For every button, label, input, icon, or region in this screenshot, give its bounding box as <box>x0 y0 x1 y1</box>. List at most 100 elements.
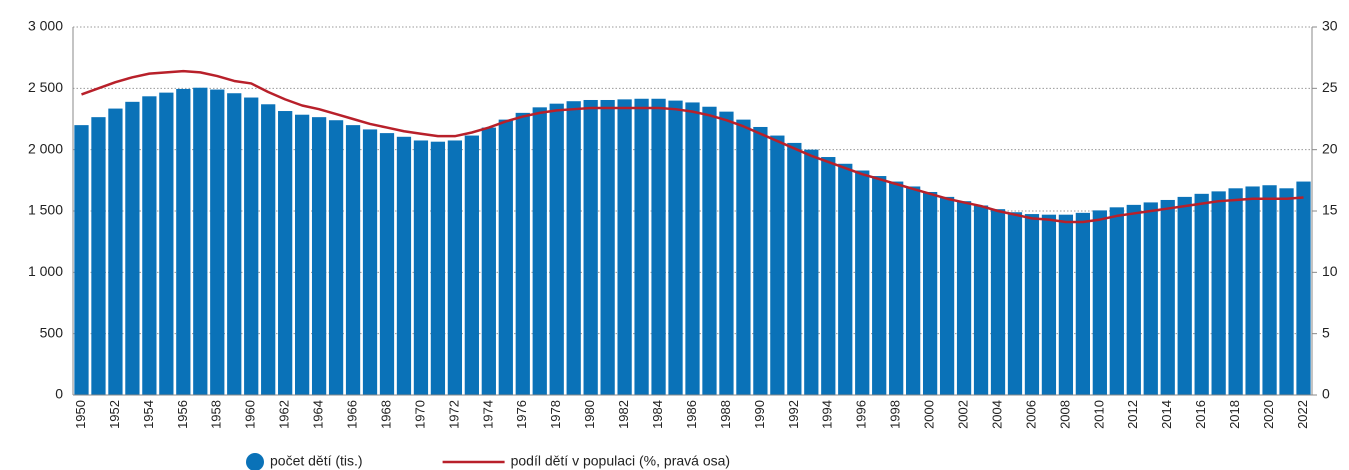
bar <box>193 87 208 395</box>
x-tick-label: 1988 <box>718 400 733 429</box>
y-tick-label: 2 000 <box>28 140 63 156</box>
bar <box>430 141 446 395</box>
bar <box>956 201 972 395</box>
bar <box>532 107 547 395</box>
bar <box>396 136 412 395</box>
x-tick-label: 1968 <box>378 400 393 429</box>
bar <box>125 101 140 396</box>
y-tick-label: 1 000 <box>28 263 63 279</box>
bar <box>261 104 276 395</box>
x-tick-label: 2020 <box>1261 400 1276 429</box>
x-tick-label: 2008 <box>1057 400 1072 429</box>
bar <box>1262 185 1277 395</box>
bar <box>566 101 581 396</box>
x-tick-label: 1964 <box>311 400 326 429</box>
bar <box>1109 207 1124 395</box>
x-tick-label: 1956 <box>175 400 190 429</box>
x-tick-label: 1982 <box>616 400 631 429</box>
bar <box>1228 188 1243 395</box>
x-tick-label: 1994 <box>820 400 835 429</box>
bar <box>1211 191 1226 395</box>
y2-tick-label: 15 <box>1322 202 1338 218</box>
bar <box>583 99 598 395</box>
bar <box>634 98 649 395</box>
bar <box>1177 196 1192 395</box>
bar <box>447 140 463 395</box>
bar <box>600 99 615 395</box>
bar <box>1007 212 1023 395</box>
x-tick-label: 1990 <box>752 400 767 429</box>
x-tick-label: 1960 <box>243 400 258 429</box>
y2-tick-label: 10 <box>1322 263 1338 279</box>
x-tick-label: 2004 <box>989 400 1004 429</box>
legend-label: počet dětí (tis.) <box>270 453 363 469</box>
y-tick-label: 1 500 <box>28 202 63 218</box>
bar <box>821 157 836 395</box>
bar <box>1160 199 1175 395</box>
legend-label: podíl dětí v populaci (%, pravá osa) <box>511 453 730 469</box>
bar <box>244 97 259 396</box>
bar <box>159 92 174 396</box>
bar <box>91 117 106 395</box>
bar <box>939 196 955 395</box>
bar <box>651 98 666 395</box>
x-tick-label: 1950 <box>73 400 88 429</box>
x-tick-label: 1998 <box>888 400 903 429</box>
bar <box>498 119 513 395</box>
bar <box>1041 214 1057 395</box>
bar <box>328 120 344 395</box>
x-tick-label: 1958 <box>209 400 224 429</box>
x-tick-label: 2006 <box>1023 400 1038 429</box>
bar <box>685 102 700 395</box>
line <box>81 69 1304 224</box>
bar <box>1126 204 1141 395</box>
bar <box>481 127 496 395</box>
y-tick-label: 0 <box>55 386 63 402</box>
x-tick-label: 2014 <box>1159 400 1174 429</box>
x-tick-label: 1976 <box>514 400 529 429</box>
x-tick-label: 1992 <box>786 400 801 429</box>
bar <box>872 176 887 395</box>
bar <box>295 114 310 395</box>
y2-tick-label: 25 <box>1322 79 1338 95</box>
x-tick-label: 1966 <box>344 400 359 429</box>
bar <box>736 119 751 395</box>
bar <box>1279 188 1294 395</box>
bar <box>345 125 361 395</box>
bar <box>1075 212 1090 395</box>
bar <box>617 99 632 395</box>
bar <box>1024 214 1040 395</box>
bar <box>973 205 989 395</box>
bar <box>413 140 429 395</box>
bar <box>311 117 327 395</box>
x-tick-label: 1954 <box>141 400 156 429</box>
x-tick-label: 1952 <box>107 400 122 429</box>
bar <box>210 89 225 395</box>
x-tick-label: 2016 <box>1193 400 1208 429</box>
bar <box>770 135 785 395</box>
bar <box>1194 193 1209 395</box>
x-tick-label: 2000 <box>922 400 937 429</box>
x-tick-label: 1986 <box>684 400 699 429</box>
bar <box>108 108 123 395</box>
x-tick-label: 1978 <box>548 400 563 429</box>
x-tick-label: 2012 <box>1125 400 1140 429</box>
y-tick-label: 2 500 <box>28 79 63 95</box>
bar <box>753 126 768 396</box>
bar <box>719 111 734 395</box>
x-tick-label: 1970 <box>412 400 427 429</box>
bar <box>549 103 564 396</box>
x-tick-label: 2018 <box>1227 400 1242 429</box>
bar <box>515 112 530 395</box>
x-tick-label: 1962 <box>277 400 292 429</box>
bar <box>668 100 683 395</box>
y2-tick-label: 30 <box>1322 18 1338 34</box>
bar <box>889 181 904 395</box>
bar <box>922 191 938 395</box>
y2-tick-label: 20 <box>1322 140 1338 156</box>
x-tick-label: 1980 <box>582 400 597 429</box>
bar <box>1058 214 1074 395</box>
bar <box>906 186 921 395</box>
bar <box>176 88 191 396</box>
